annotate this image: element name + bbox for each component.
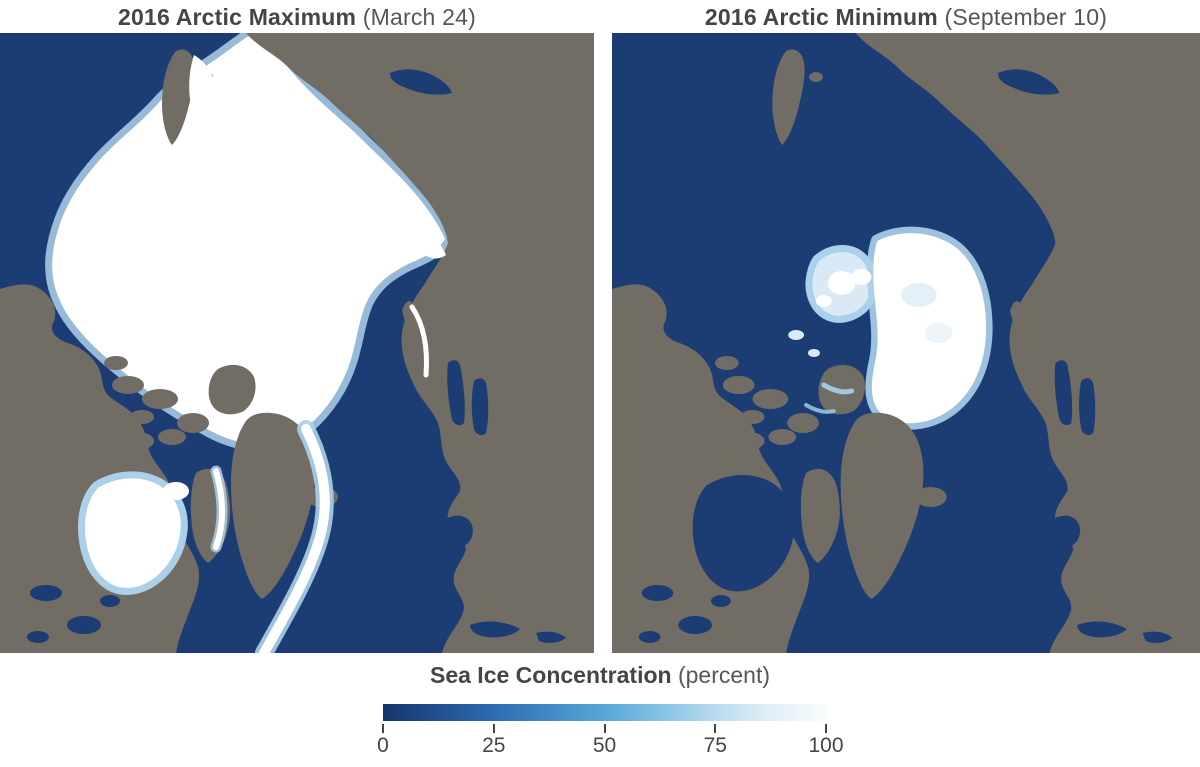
right-map-title: 2016 Arctic Minimum (September 10) — [612, 3, 1200, 31]
tick-label-50: 50 — [592, 734, 617, 757]
sea-ice-overlay-minimum — [692, 382, 921, 592]
sea-ice-overlay-maximum — [78, 55, 446, 653]
colorbar-tick-labels: 0 25 50 75 100 — [377, 734, 843, 760]
left-map-title-bold: 2016 Arctic Maximum — [118, 4, 357, 30]
legend-title-bold: Sea Ice Concentration — [429, 662, 672, 688]
svalbard-east-ice — [189, 55, 218, 137]
tick-label-0: 0 — [377, 734, 389, 757]
right-map-title-date: (September 10) — [944, 4, 1108, 30]
tick-mark — [492, 724, 495, 733]
baffin-bay-ice-edge — [213, 468, 225, 550]
colorbar-ticks — [382, 724, 827, 733]
legend-title: Sea Ice Concentration (percent) — [0, 661, 1200, 689]
tick-mark — [714, 724, 717, 733]
channel-ice-remnant-2 — [804, 403, 836, 414]
tick-label-75: 75 — [703, 734, 727, 757]
hudson-bay-ice — [78, 471, 188, 595]
tick-mark — [603, 724, 606, 733]
north-greenland-ice-rim — [889, 403, 921, 418]
right-map-title-bold: 2016 Arctic Minimum — [704, 4, 938, 30]
arctic-maximum-map — [0, 33, 594, 653]
hudson-bay-open-water — [692, 474, 795, 592]
novaya-zemlya-ice-cap — [409, 304, 429, 378]
left-map-title: 2016 Arctic Maximum (March 24) — [0, 3, 594, 31]
foxe-basin-ice — [163, 482, 189, 500]
tick-mark — [382, 724, 384, 733]
channel-ice-remnant — [821, 382, 855, 395]
sea-ice-colorbar — [383, 704, 826, 721]
taymyr-coast-ice — [416, 229, 446, 259]
tick-label-25: 25 — [482, 734, 506, 757]
left-map-title-date: (March 24) — [362, 4, 476, 30]
tick-label-100: 100 — [808, 734, 844, 757]
sea-ice-layer-minimum — [788, 226, 993, 430]
tick-mark — [825, 724, 827, 733]
arctic-minimum-map — [612, 33, 1200, 653]
legend-title-unit: (percent) — [677, 662, 770, 688]
east-greenland-ice-tongue — [259, 424, 330, 653]
